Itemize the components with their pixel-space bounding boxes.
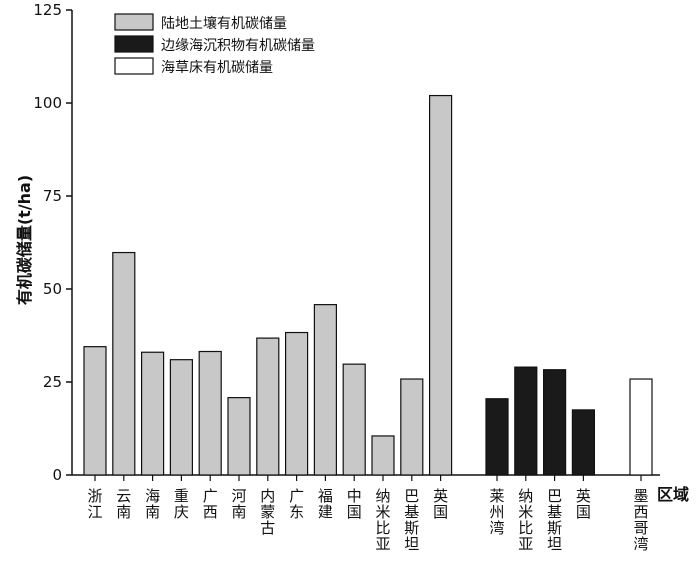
x-axis-title: 区域 <box>657 485 689 504</box>
y-tick-label: 50 <box>43 280 62 298</box>
category-label: 海南 <box>145 487 160 521</box>
bar-s0-1 <box>112 251 136 476</box>
category-label: 河南 <box>231 487 246 521</box>
category-label: 英国 <box>433 487 448 521</box>
category-label: 福建 <box>318 487 333 521</box>
bar-s0-7 <box>285 331 309 476</box>
category-labels: 浙江云南海南重庆广西河南内蒙古广东福建中国纳米比亚巴基斯坦英国莱州湾纳米比亚巴基… <box>87 487 648 553</box>
bar-s0-6 <box>256 337 280 476</box>
bar-s0-3 <box>169 359 193 476</box>
bar-s2-0 <box>629 378 653 476</box>
legend-swatch <box>114 13 154 31</box>
category-label: 中国 <box>347 487 362 521</box>
bar-s1-0 <box>485 398 509 476</box>
category-label: 广西 <box>203 487 218 521</box>
bar-s0-12 <box>429 94 453 476</box>
bar-s0-0 <box>83 346 107 476</box>
bar-s0-2 <box>141 351 165 476</box>
category-label: 墨西哥湾 <box>633 487 648 553</box>
bar-s1-3 <box>571 409 596 476</box>
legend-label: 海草床有机碳储量 <box>161 60 273 76</box>
y-axis-title: 有机碳储量(t/ha) <box>15 175 34 305</box>
category-label: 巴基斯坦 <box>547 487 562 553</box>
y-tick-label: 0 <box>52 466 62 484</box>
bars <box>83 94 653 476</box>
y-tick-label: 25 <box>43 373 62 391</box>
bar-s1-2 <box>542 369 567 476</box>
bar-s0-9 <box>342 363 366 476</box>
y-tick-label: 75 <box>43 187 62 205</box>
category-label: 重庆 <box>174 487 189 521</box>
bar-s0-5 <box>227 397 251 476</box>
legend-swatch <box>114 57 154 75</box>
category-label: 纳米比亚 <box>518 487 533 553</box>
y-tick-label: 125 <box>33 1 62 19</box>
category-label: 广东 <box>289 487 304 521</box>
bar-s0-8 <box>313 304 337 476</box>
category-label: 内蒙古 <box>260 487 275 537</box>
legend-label: 陆地土壤有机碳储量 <box>161 15 287 32</box>
legend-label: 边缘海沉积物有机碳储量 <box>161 38 315 54</box>
bar-s0-11 <box>400 378 424 476</box>
category-label: 浙江 <box>87 487 102 521</box>
x-axis <box>72 474 660 481</box>
category-label: 巴基斯坦 <box>404 487 419 553</box>
category-label: 英国 <box>576 487 591 521</box>
category-label: 莱州湾 <box>489 487 504 537</box>
category-label: 云南 <box>116 487 131 521</box>
bar-s0-10 <box>371 435 395 476</box>
y-axis: 0 25 50 75 100 125 <box>33 1 73 484</box>
legend-swatch <box>114 35 154 53</box>
bar-s0-4 <box>198 350 222 476</box>
bar-s1-1 <box>514 366 538 476</box>
category-label: 纳米比亚 <box>375 487 390 553</box>
y-tick-label: 100 <box>33 94 62 112</box>
